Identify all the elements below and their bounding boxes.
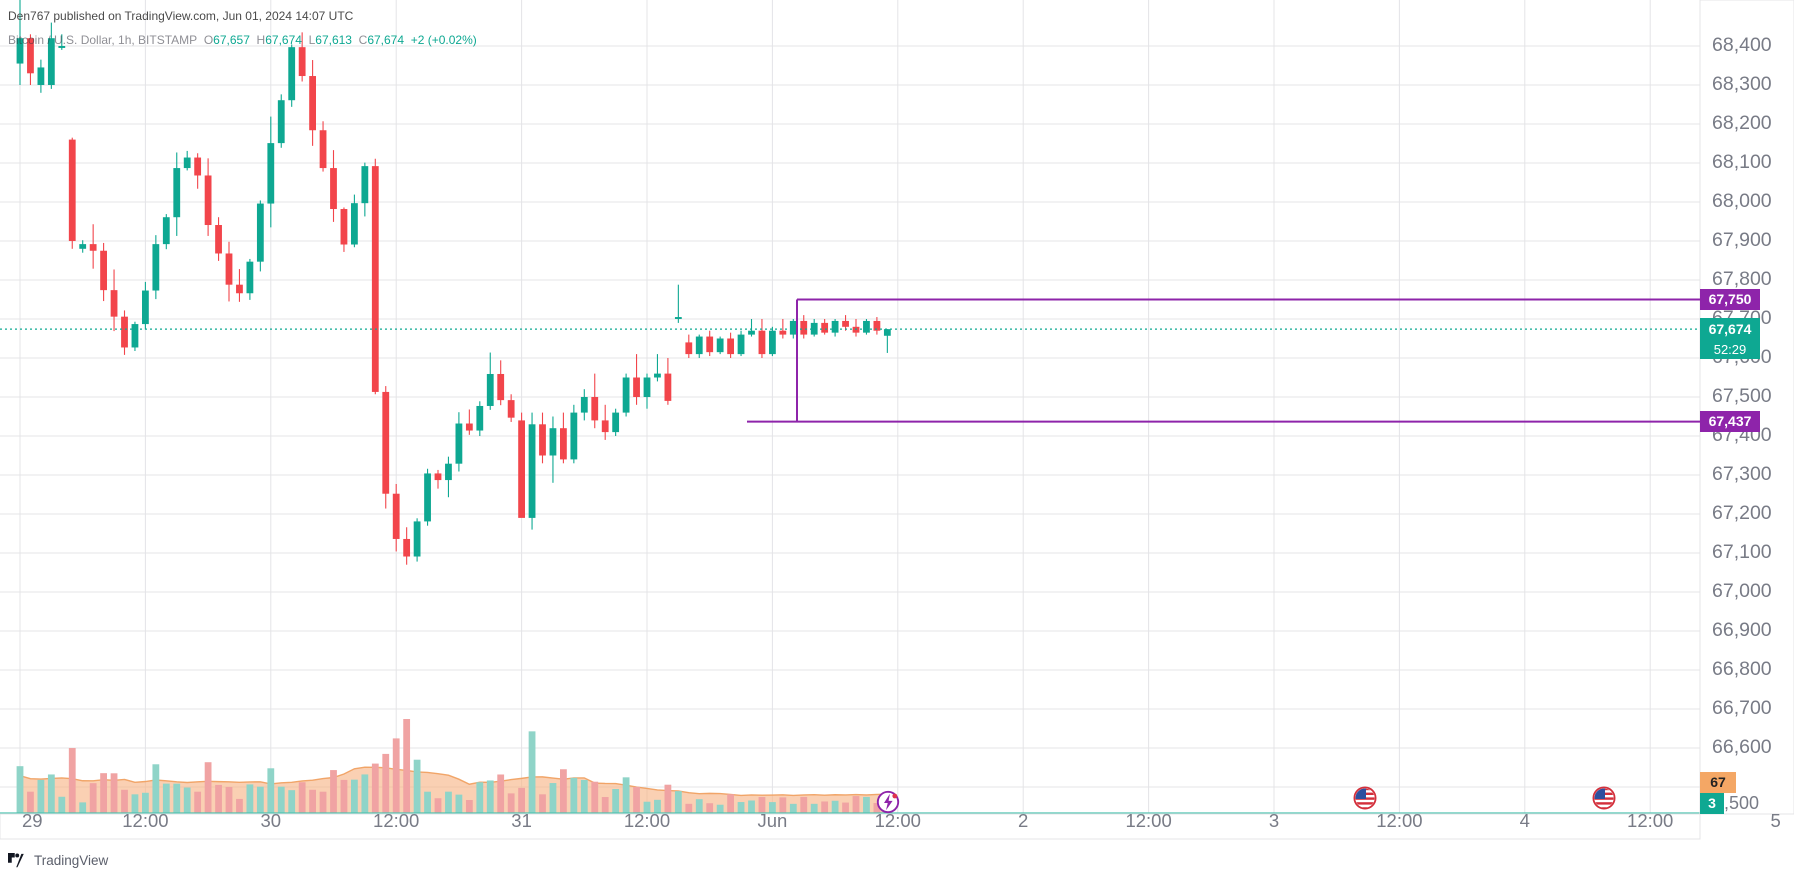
svg-text:67,500: 67,500	[1712, 385, 1772, 407]
svg-text:12:00: 12:00	[1125, 810, 1171, 831]
svg-text:29: 29	[22, 810, 43, 831]
svg-text:3: 3	[1269, 810, 1279, 831]
svg-text:66,600: 66,600	[1712, 736, 1772, 758]
svg-text:67,200: 67,200	[1712, 502, 1772, 524]
svg-text:12:00: 12:00	[1627, 810, 1673, 831]
svg-text:12:00: 12:00	[624, 810, 670, 831]
svg-text:30: 30	[261, 810, 282, 831]
svg-text:66,800: 66,800	[1712, 658, 1772, 680]
svg-text:12:00: 12:00	[122, 810, 168, 831]
svg-text:67,000: 67,000	[1712, 580, 1772, 602]
svg-text:67,800: 67,800	[1712, 268, 1772, 290]
svg-text:2: 2	[1018, 810, 1028, 831]
svg-text:67,300: 67,300	[1712, 463, 1772, 485]
svg-text:68,400: 68,400	[1712, 34, 1772, 56]
svg-text:67,100: 67,100	[1712, 541, 1772, 563]
svg-text:12:00: 12:00	[1376, 810, 1422, 831]
svg-text:68,200: 68,200	[1712, 112, 1772, 134]
svg-text:66,900: 66,900	[1712, 619, 1772, 641]
svg-text:12:00: 12:00	[373, 810, 419, 831]
svg-text:68,300: 68,300	[1712, 73, 1772, 95]
svg-text:31: 31	[511, 810, 532, 831]
svg-text:67,900: 67,900	[1712, 229, 1772, 251]
svg-text:68,000: 68,000	[1712, 190, 1772, 212]
svg-text:5: 5	[1770, 810, 1780, 831]
svg-text:68,100: 68,100	[1712, 151, 1772, 173]
svg-text:Jun: Jun	[757, 810, 787, 831]
svg-text:66,700: 66,700	[1712, 697, 1772, 719]
svg-text:4: 4	[1520, 810, 1530, 831]
